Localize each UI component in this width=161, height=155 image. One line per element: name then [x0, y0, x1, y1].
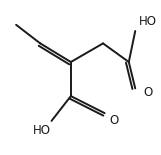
Text: HO: HO	[33, 124, 51, 137]
Text: O: O	[143, 86, 153, 100]
Text: O: O	[110, 114, 119, 127]
Text: HO: HO	[139, 15, 157, 28]
